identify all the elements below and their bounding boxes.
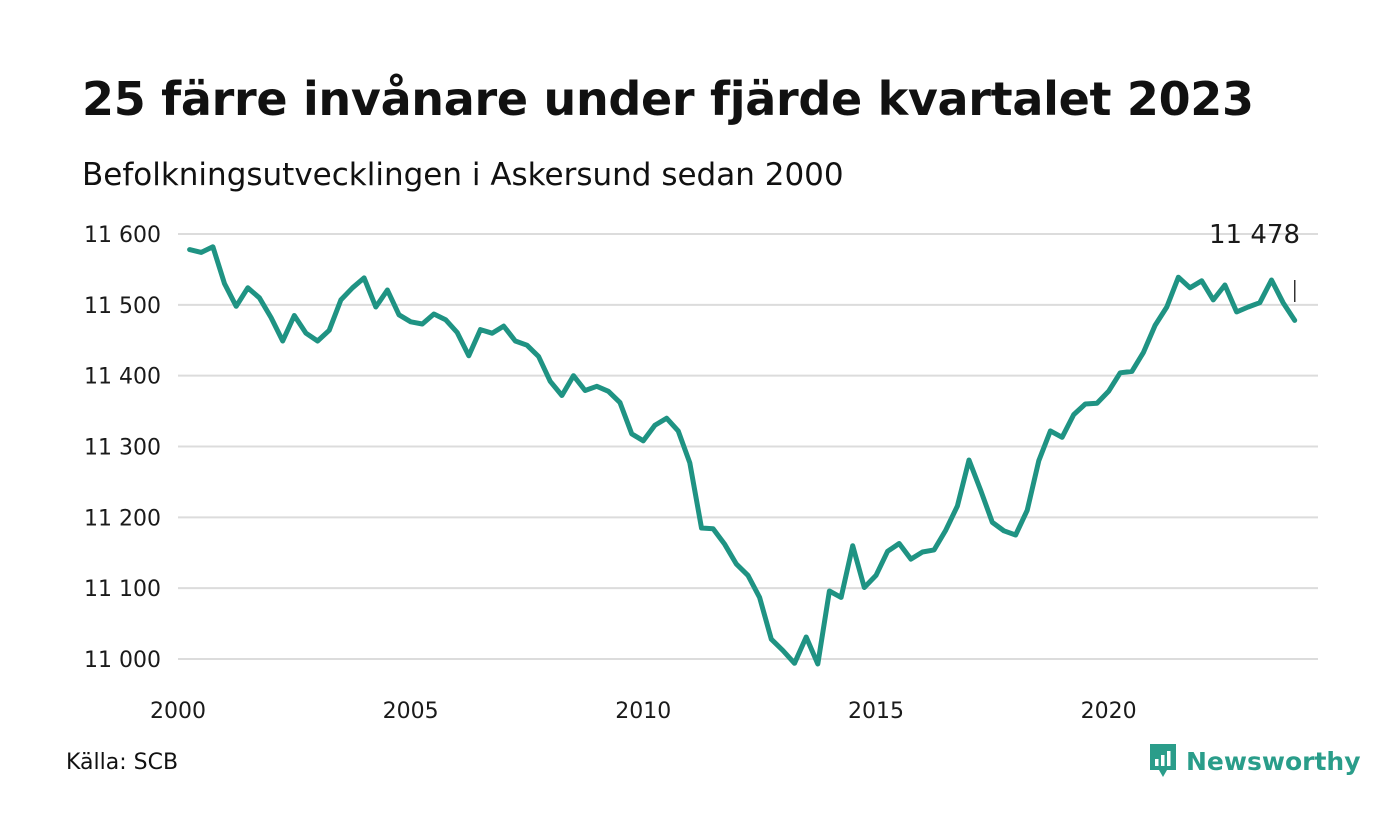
- brand-name: Newsworthy: [1186, 746, 1361, 776]
- series-layer: [187, 244, 1298, 667]
- y-tick-label: 11 600: [84, 223, 161, 248]
- series-line: [187, 244, 1298, 667]
- y-tick-label: 11 500: [84, 294, 161, 319]
- x-tick-label: 2010: [615, 699, 671, 724]
- y-tick-label: 11 300: [84, 436, 161, 461]
- line-chart: 11 000 11 100 11 200 11 300 11 400 11 500 11 6…: [84, 220, 1318, 724]
- x-tick-label: 2015: [848, 699, 904, 724]
- x-tick-label: 2005: [383, 699, 439, 724]
- brand-logo: Newsworthy: [1148, 742, 1361, 780]
- x-tick-label: 2000: [150, 699, 206, 724]
- y-tick-label: 11 200: [84, 506, 161, 531]
- y-tick-label: 11 100: [84, 577, 161, 602]
- y-axis-ticks: 11 000 11 100 11 200 11 300 11 400 11 500 11 6…: [84, 223, 161, 673]
- y-tick-label: 11 000: [84, 648, 161, 673]
- chart-title: 25 färre invånare under fjärde kvartalet…: [82, 72, 1254, 126]
- end-label-layer: 11 478: [1209, 220, 1300, 302]
- x-axis-ticks: 2000 2005 2010 2015 2020: [150, 699, 1137, 724]
- chart-subtitle: Befolkningsutvecklingen i Askersund seda…: [82, 157, 844, 193]
- y-tick-label: 11 400: [84, 365, 161, 390]
- gridlines: [178, 233, 1318, 660]
- x-tick-label: 2020: [1081, 699, 1137, 724]
- end-value-label: 11 478: [1209, 220, 1300, 250]
- newsworthy-logo-icon: [1150, 744, 1176, 777]
- source-note: Källa: SCB: [66, 750, 179, 775]
